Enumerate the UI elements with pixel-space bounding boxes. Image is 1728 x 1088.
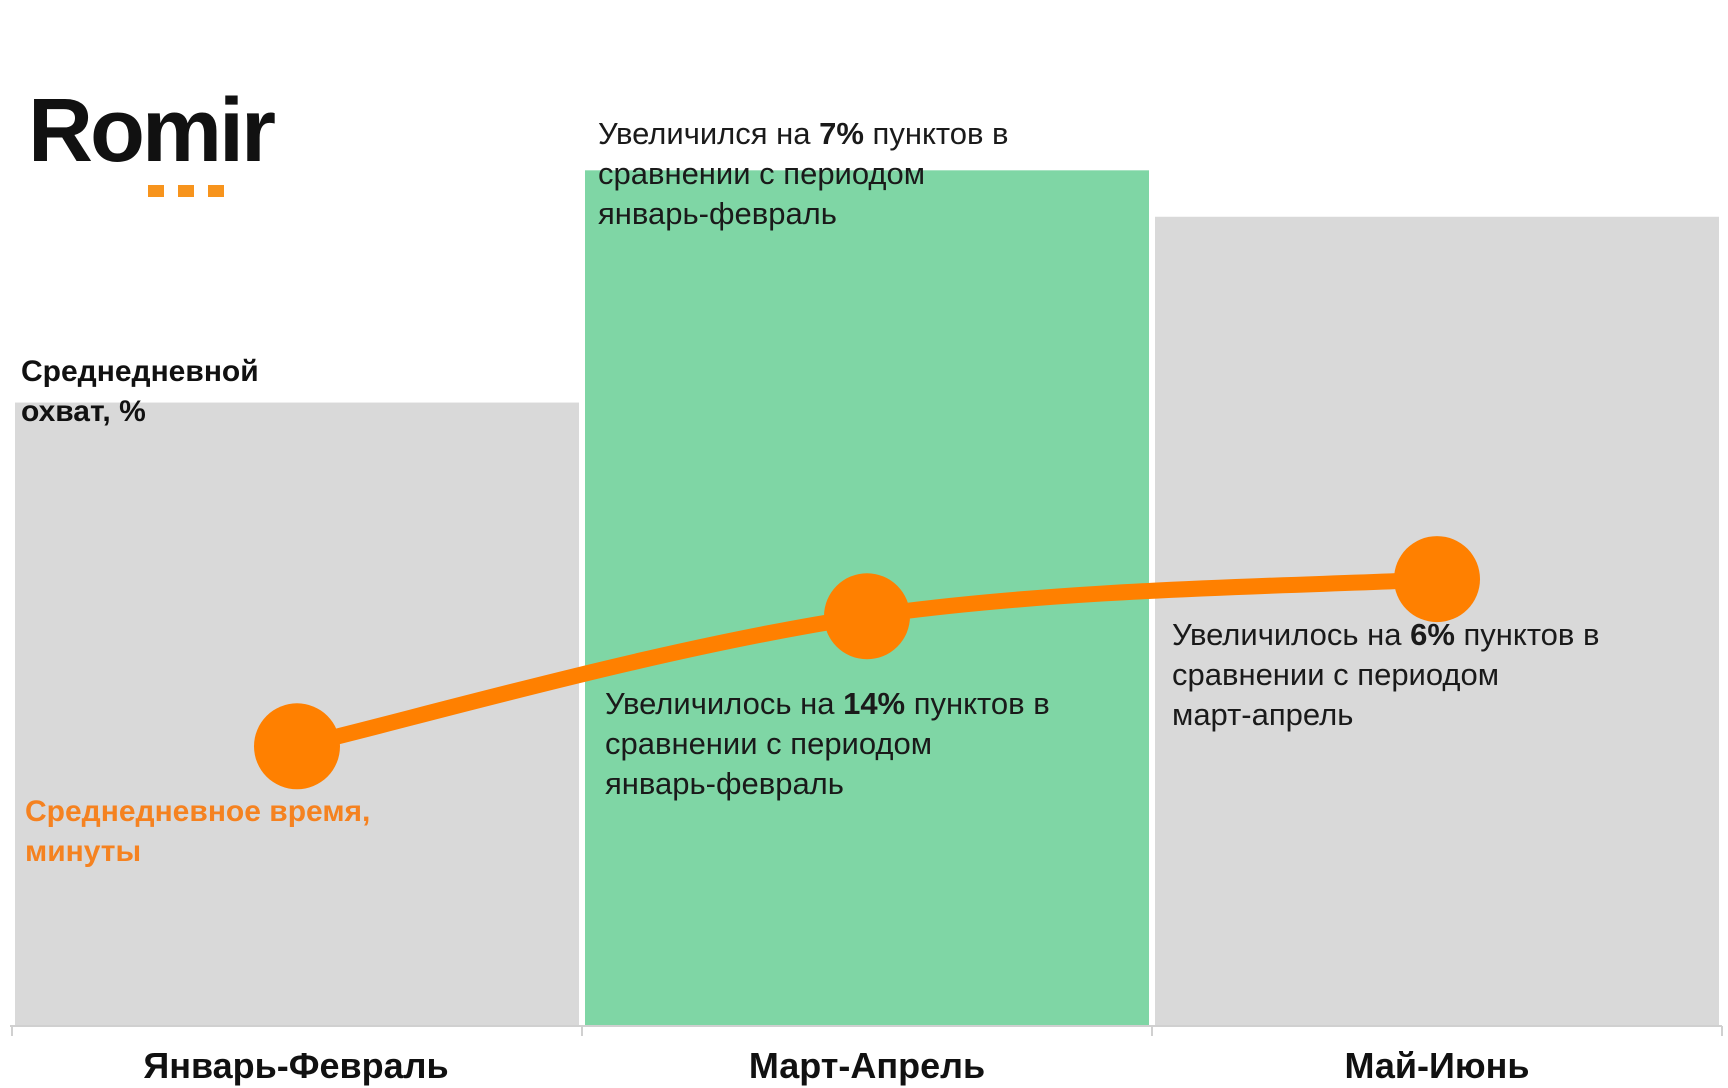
line-series-label: Среднедневное время, минуты	[25, 795, 371, 868]
logo-dots-icon	[148, 185, 224, 197]
annotation-line-mar-apr: Увеличилось на 14% пунктов в сравнении с…	[605, 686, 1050, 801]
x-tick-label: Январь-Февраль	[143, 1045, 449, 1086]
line-point	[1394, 536, 1480, 623]
line-point	[254, 703, 340, 790]
annotation-bar-mar-apr: Увеличился на 7% пунктов в сравнении с п…	[598, 116, 1009, 231]
annotation-line-may-jun: Увеличилось на 6% пунктов в сравнении с …	[1172, 617, 1600, 732]
x-tick-label: Май-Июнь	[1344, 1045, 1530, 1086]
line-point	[824, 573, 910, 660]
bar-series-label: Среднедневной охват, %	[21, 355, 259, 428]
romir-logo: Romir	[28, 86, 308, 206]
logo-wordmark: Romir	[28, 81, 276, 181]
x-tick-label: Март-Апрель	[748, 1045, 986, 1086]
